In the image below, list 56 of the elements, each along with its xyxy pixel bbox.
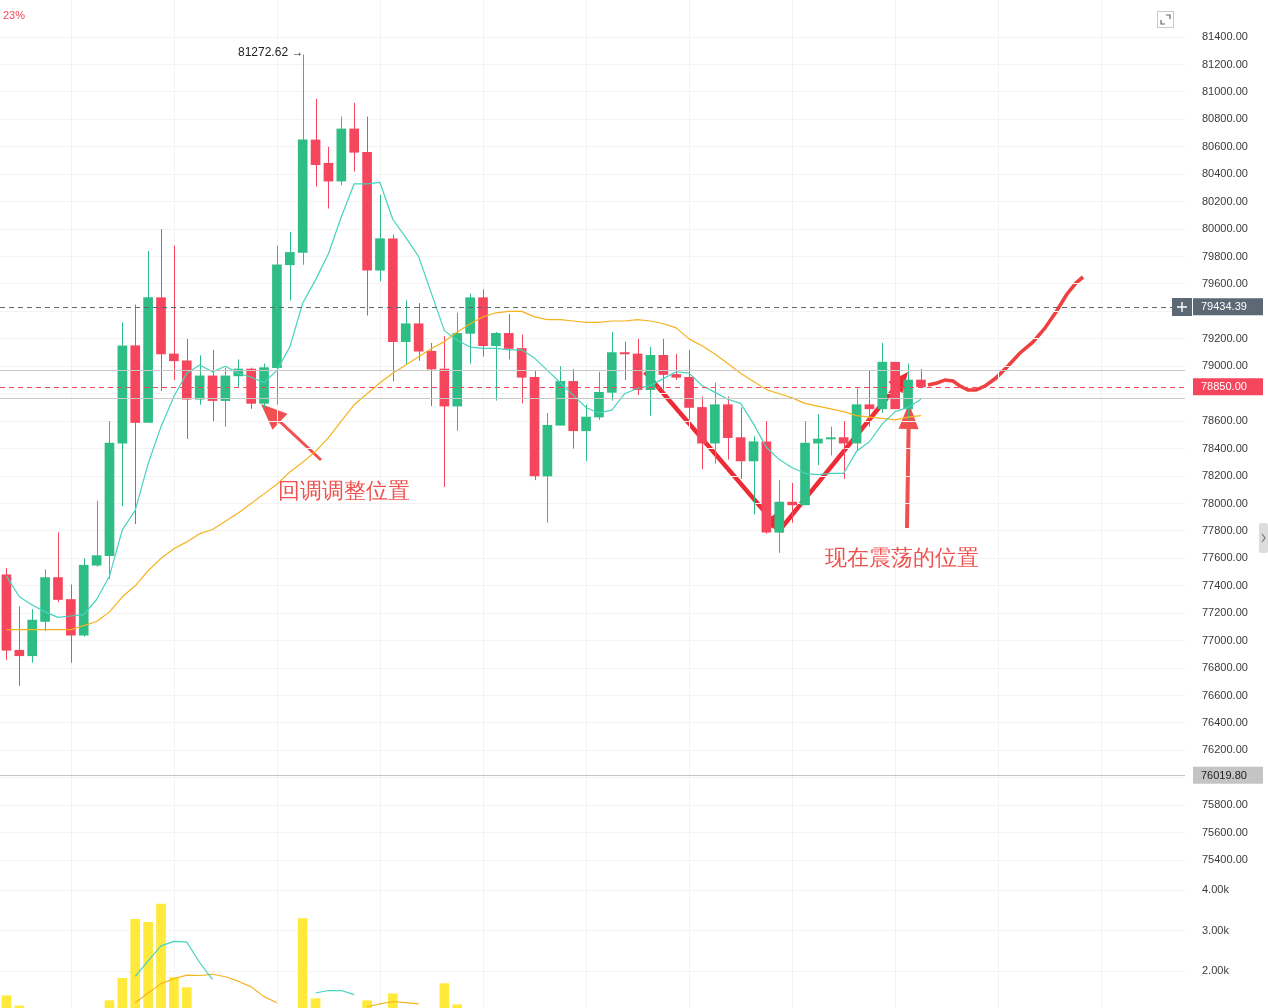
y-tick-label: 80800.00 [1202, 112, 1248, 125]
candlestick [503, 313, 514, 360]
candlestick [619, 341, 630, 381]
y-tick-label: 75800.00 [1202, 798, 1248, 811]
y-tick-label: 78400.00 [1202, 441, 1248, 454]
annotation: 23% [3, 9, 26, 22]
candlestick [581, 404, 591, 462]
ref-line-label: 79434.39 [1201, 300, 1247, 313]
annotation: 81272.62 → [238, 45, 304, 60]
y-tick-label: 76200.00 [1202, 743, 1248, 756]
y-tick-label: 81400.00 [1202, 30, 1248, 43]
y-tick-label: 2.00k [1202, 964, 1230, 977]
candlestick [349, 102, 360, 172]
y-tick-label: 77200.00 [1202, 606, 1248, 619]
y-tick-label: 75400.00 [1202, 853, 1248, 866]
candlestick [169, 245, 179, 381]
y-tick-label: 79000.00 [1202, 359, 1248, 372]
y-tick-label: 3.00k [1202, 923, 1230, 936]
annotation: 现在震荡的位置 [825, 545, 979, 571]
y-tick-label: 75600.00 [1202, 825, 1248, 838]
candlestick [735, 406, 746, 480]
y-tick-label: 76400.00 [1202, 716, 1248, 729]
candlestick [91, 500, 102, 568]
candlestick [748, 435, 759, 515]
y-tick-label: 79800.00 [1202, 249, 1248, 262]
candlestick [284, 231, 295, 301]
candlestick [53, 531, 63, 603]
candlestick [14, 605, 25, 687]
y-tick-label: 4.00k [1202, 883, 1230, 896]
y-tick-label: 78000.00 [1202, 496, 1248, 509]
y-tick-label: 80200.00 [1202, 194, 1248, 207]
candlestick [787, 482, 797, 524]
y-tick-label: 77000.00 [1202, 633, 1248, 646]
y-tick-label: 80600.00 [1202, 139, 1248, 152]
y-tick-label: 79600.00 [1202, 277, 1248, 290]
y-tick-label: 80000.00 [1202, 222, 1248, 235]
ref-line-label: 78850.00 [1201, 380, 1247, 393]
ref-line-label: 76019.80 [1201, 768, 1247, 781]
y-tick-label: 81200.00 [1202, 57, 1248, 70]
candlestick [838, 420, 849, 480]
y-tick-label: 76600.00 [1202, 688, 1248, 701]
y-tick-label: 80400.00 [1202, 167, 1248, 180]
y-tick-label: 79200.00 [1202, 331, 1248, 344]
y-tick-label: 78600.00 [1202, 414, 1248, 427]
y-tick-label: 77600.00 [1202, 551, 1248, 564]
candlestick [323, 146, 334, 210]
candlestick [491, 331, 501, 402]
y-tick-label: 78200.00 [1202, 469, 1248, 482]
candlestick [400, 299, 411, 366]
y-tick-label: 77400.00 [1202, 578, 1248, 591]
candlestick [825, 426, 836, 456]
candlestick [671, 353, 682, 381]
y-tick-label: 77800.00 [1202, 523, 1248, 536]
annotation: 回调调整位置 [278, 478, 410, 504]
y-tick-label: 76800.00 [1202, 661, 1248, 674]
y-tick-label: 81000.00 [1202, 84, 1248, 97]
